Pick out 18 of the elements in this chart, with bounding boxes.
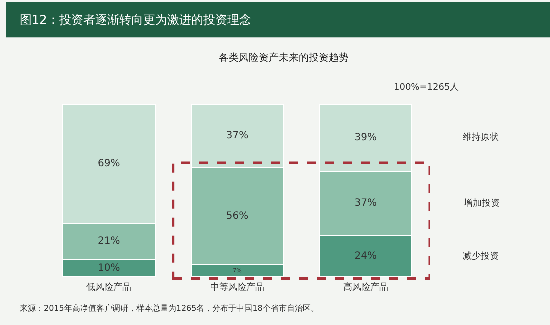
data-label: 10% — [98, 262, 120, 274]
data-label: 21% — [98, 236, 120, 248]
source-note: 来源：2015年高净值客户调研，样本总量为1265名，分布于中国18个省市自治区。 — [20, 304, 319, 313]
data-label: 37% — [226, 130, 249, 142]
data-label: 56% — [226, 211, 249, 222]
chart-subtitle: 各类风险资产未来的投资趋势 — [219, 52, 349, 64]
x-tick-label: 中等风险产品 — [210, 282, 264, 293]
data-label: 24% — [354, 250, 377, 262]
data-label: 39% — [354, 132, 377, 144]
x-tick-label: 高风险产品 — [343, 282, 388, 293]
chart-title: 图12：投资者逐渐转向更为激进的投资理念 — [20, 13, 252, 27]
data-label: 69% — [98, 158, 120, 170]
text: 增加投资 — [463, 198, 500, 209]
x-tick-label: 低风险产品 — [86, 282, 132, 293]
data-label: 37% — [354, 198, 377, 210]
text: 减少投资 — [463, 251, 499, 262]
text: 维持原状 — [463, 132, 499, 143]
text: 100%=1265人 — [394, 82, 460, 93]
